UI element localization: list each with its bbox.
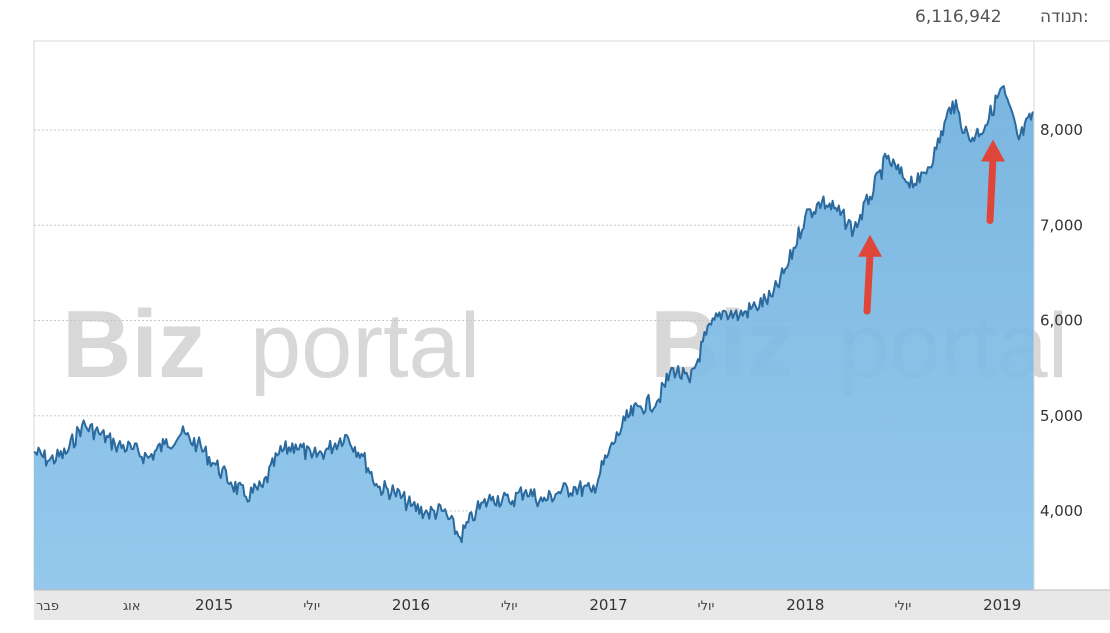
series-area (34, 86, 1034, 590)
x-tick-label: יולי (303, 599, 320, 614)
header-label: תנודה: (1040, 7, 1089, 27)
annotation-arrows (858, 139, 1006, 315)
x-tick-label: 2019 (983, 596, 1021, 614)
series-line (33, 85, 1035, 544)
x-axis-band (34, 590, 1110, 620)
series-area-layer (33, 85, 1035, 590)
x-tick-label: יולי (895, 599, 912, 614)
x-tick-label: יולי (501, 599, 518, 614)
y-tick-label: 6,000 (1040, 312, 1083, 330)
annotation-arrow (858, 234, 883, 315)
y-tick-label: 8,000 (1040, 121, 1083, 139)
x-tick-label: 2017 (589, 596, 627, 614)
x-tick-label: 2018 (786, 596, 824, 614)
x-tick-label: אוג (123, 599, 141, 614)
header-value: 6,116,942 (915, 7, 1002, 27)
watermark-thin-1: portal (250, 295, 480, 397)
x-axis-ticks: פבר אוג 2015 יולי 2016 יולי 2017 יולי 2018 יולי 20… (36, 596, 1021, 614)
y-tick-label: 7,000 (1040, 216, 1083, 234)
x-tick-label: 2016 (392, 596, 430, 614)
y-tick-label: 4,000 (1040, 502, 1083, 520)
x-tick-label: פבר (36, 599, 59, 614)
y-tick-label: 5,000 (1040, 407, 1083, 425)
watermark-bold-1: Biz (62, 291, 206, 398)
y-axis-ticks: 4,000 5,000 6,000 7,000 8,000 (1040, 121, 1083, 520)
x-tick-label: יולי (698, 599, 715, 614)
annotation-arrow (981, 139, 1006, 224)
x-tick-label: 2015 (195, 596, 233, 614)
